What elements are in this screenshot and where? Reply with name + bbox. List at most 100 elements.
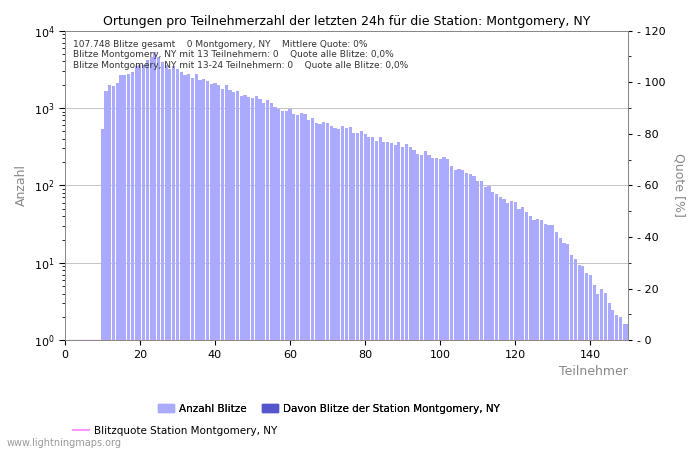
Bar [221,89,224,450]
Bar [352,133,356,450]
Bar [318,124,322,450]
Bar [168,69,172,450]
Bar [127,74,130,450]
Bar [153,52,157,450]
Bar [480,181,483,450]
Bar [611,310,615,450]
Bar [495,194,498,450]
Bar [139,65,141,450]
Bar [108,85,111,450]
Bar [427,155,430,450]
Bar [514,202,517,450]
Bar [379,137,382,450]
Bar [409,147,412,450]
Bar [368,137,370,450]
Y-axis label: Quote [%]: Quote [%] [672,153,685,217]
Bar [172,66,175,450]
Bar [457,169,461,450]
Bar [247,97,251,450]
Bar [416,154,419,450]
Bar [622,324,626,450]
Bar [533,220,536,450]
Bar [600,289,603,450]
Text: 107.748 Blitze gesamt    0 Montgomery, NY    Mittlere Quote: 0%
Blitze Montgomer: 107.748 Blitze gesamt 0 Montgomery, NY M… [74,40,409,70]
Bar [547,225,551,450]
Bar [157,57,160,450]
Bar [322,122,326,450]
Bar [281,111,284,450]
Bar [349,127,351,450]
Bar [307,120,310,450]
Bar [608,303,610,450]
Bar [393,145,397,450]
Bar [484,187,486,450]
Bar [288,109,292,450]
Bar [341,126,344,450]
Bar [187,75,190,450]
Bar [487,186,491,450]
Text: www.lightningmaps.org: www.lightningmaps.org [7,438,122,448]
Bar [142,65,145,450]
Bar [589,275,592,450]
Bar [468,174,472,450]
Bar [285,111,288,450]
Bar [180,72,183,450]
Bar [450,166,453,450]
Bar [446,159,449,450]
Bar [244,95,246,450]
Bar [258,99,262,450]
Bar [405,144,408,450]
Bar [344,128,348,450]
Bar [104,91,108,450]
Bar [435,158,438,450]
Bar [604,293,607,450]
Bar [292,114,295,450]
Bar [476,180,480,450]
Bar [517,209,521,450]
Bar [566,244,569,450]
Bar [454,170,457,450]
Bar [315,123,318,450]
Bar [424,151,427,450]
Bar [214,83,216,450]
Bar [401,147,404,450]
Bar [498,197,502,450]
Bar [337,129,340,450]
Bar [296,115,299,450]
Bar [491,193,494,450]
Bar [116,83,119,450]
Bar [398,142,400,450]
Bar [101,129,104,450]
Bar [176,69,179,450]
Bar [112,86,116,450]
Bar [592,285,596,450]
Bar [473,176,475,450]
Bar [164,65,168,450]
Y-axis label: Anzahl: Anzahl [15,164,28,207]
Bar [251,98,254,450]
Bar [330,126,333,450]
Bar [183,75,186,450]
Bar [626,324,629,450]
Bar [420,155,423,450]
Bar [209,84,213,450]
Bar [555,232,558,450]
Bar [386,142,389,450]
Bar [382,143,386,450]
Bar [236,90,239,450]
Bar [570,255,573,450]
Bar [536,219,540,450]
Bar [615,315,618,450]
Bar [146,60,149,450]
Bar [225,85,228,450]
Bar [544,224,547,450]
Bar [202,79,205,450]
Bar [528,216,532,450]
Bar [195,74,198,450]
Bar [360,131,363,450]
Bar [262,103,265,450]
Bar [559,238,562,450]
Bar [131,72,134,450]
Bar [522,207,524,450]
Bar [461,170,464,450]
